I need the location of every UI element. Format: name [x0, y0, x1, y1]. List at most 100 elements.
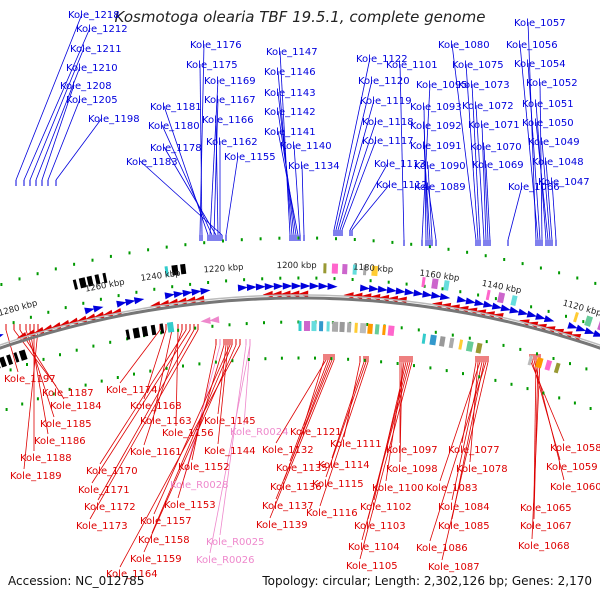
- forward-arrow: [92, 305, 104, 313]
- forward-arrow: [386, 286, 397, 294]
- ring-dot: [502, 343, 505, 347]
- forward-gene-label: Kole_1052: [526, 78, 578, 89]
- ring-dot: [468, 336, 471, 340]
- reverse-leader-line: [91, 329, 191, 484]
- feature-block: [527, 355, 534, 366]
- reverse-leader-line: [119, 344, 241, 568]
- rna-arrow: [200, 316, 211, 324]
- ring-dot: [366, 323, 369, 326]
- reverse-arrow: [298, 290, 309, 298]
- forward-gene-label: Kole_1143: [264, 88, 316, 99]
- ring-dot: [5, 408, 8, 411]
- feature-block: [443, 280, 450, 291]
- reverse-gene-label: Kole_1104: [348, 542, 400, 553]
- forward-arrow: [291, 282, 302, 290]
- feature-block: [323, 263, 327, 274]
- reverse-leader-line: [177, 344, 225, 499]
- forward-leader-line: [519, 43, 539, 241]
- reverse-gene-label: Kole_1188: [20, 453, 72, 464]
- reverse-gene-label: Kole_1170: [86, 466, 138, 477]
- reverse-leader-line: [23, 329, 39, 470]
- ring-dot: [280, 320, 283, 324]
- feature-block: [352, 264, 358, 275]
- reverse-leader-line: [325, 361, 367, 478]
- ring-dot: [279, 276, 282, 280]
- forward-leader-line: [139, 160, 223, 236]
- feature-block: [544, 359, 553, 371]
- forward-leader-line: [507, 185, 523, 241]
- ring-dot: [36, 272, 39, 276]
- reverse-leader-line: [209, 344, 251, 554]
- reverse-gene-label: Kole_1083: [426, 483, 478, 494]
- forward-leader-line: [161, 124, 213, 236]
- ring-dot: [405, 282, 408, 286]
- accession-label: Accession: NC_012785: [8, 574, 145, 588]
- forward-gene-label: Kole_1056: [506, 40, 558, 51]
- ring-dot: [91, 258, 94, 262]
- forward-gene-label: Kole_1176: [190, 40, 242, 51]
- forward-arrow: [422, 290, 433, 298]
- reverse-arrow: [289, 290, 300, 298]
- forward-arrow: [116, 300, 127, 308]
- feature-block: [354, 322, 358, 333]
- forward-arrow: [300, 282, 311, 290]
- feature-block: [382, 324, 387, 336]
- reverse-leader-line: [289, 359, 329, 462]
- ring-dot: [333, 277, 336, 281]
- feature-block: [159, 323, 165, 334]
- forward-gene-label: Kole_1212: [76, 24, 128, 35]
- ring-dot: [297, 320, 300, 324]
- ring-dot: [519, 347, 522, 351]
- reverse-gene-label: Kole_1132: [262, 445, 314, 456]
- forward-gene-label: Kole_1208: [60, 81, 112, 92]
- forward-gene-label: Kole_1047: [538, 177, 590, 188]
- reverse-leader-line: [89, 329, 199, 520]
- ring-dot: [147, 248, 150, 252]
- feature-block: [331, 321, 339, 332]
- forward-gene-label: Kole_1119: [360, 96, 412, 107]
- reverse-leader-line: [25, 329, 55, 418]
- forward-leader-line: [163, 146, 217, 236]
- feature-block: [125, 329, 131, 340]
- forward-gene-label: Kole_1181: [150, 102, 202, 113]
- forward-arrow: [584, 327, 595, 334]
- label-leaders: [5, 13, 565, 568]
- reverse-leader-line: [29, 329, 49, 435]
- ring-dot: [116, 376, 119, 379]
- ring-dot: [530, 305, 533, 309]
- forward-leader-line: [351, 183, 391, 231]
- feature-block: [371, 265, 379, 277]
- forward-gene-label: Kole_1211: [70, 44, 122, 55]
- ring-dot: [245, 322, 248, 326]
- feature-block: [132, 327, 141, 339]
- forward-gene-label: Kole_1050: [522, 118, 574, 129]
- ring-dot: [558, 271, 561, 275]
- forward-leader-line: [349, 162, 389, 231]
- ring-dot: [316, 236, 319, 240]
- feature-block: [346, 322, 352, 333]
- kbp-tick-label: 1180 kbp: [353, 262, 394, 275]
- reverse-leader-line: [343, 361, 361, 438]
- forward-arrow: [255, 283, 266, 291]
- kbp-tick-label: 1280 kbp: [0, 299, 39, 319]
- forward-arrow: [264, 283, 275, 291]
- forward-gene-label: Kole_1120: [358, 76, 410, 87]
- reverse-gene-label: Kole_1171: [78, 485, 130, 496]
- ring-dot: [552, 357, 555, 360]
- reverse-gene-label: Kole_1087: [428, 562, 480, 573]
- reverse-leader-line: [331, 361, 365, 459]
- feature-block: [485, 289, 491, 301]
- feature-block: [150, 324, 157, 336]
- ring-dot: [160, 331, 163, 335]
- forward-leader-line: [41, 84, 75, 181]
- feature-block: [102, 272, 108, 284]
- ring-dot: [391, 240, 394, 244]
- reverse-leader-line: [439, 361, 481, 482]
- ring-dot: [165, 245, 168, 249]
- ring-dot: [54, 267, 57, 271]
- reverse-leader-line: [359, 361, 413, 560]
- feature-block: [339, 321, 345, 333]
- forward-arrow: [439, 293, 451, 301]
- reverse-leader-line: [531, 359, 561, 461]
- ring-dot: [231, 359, 234, 363]
